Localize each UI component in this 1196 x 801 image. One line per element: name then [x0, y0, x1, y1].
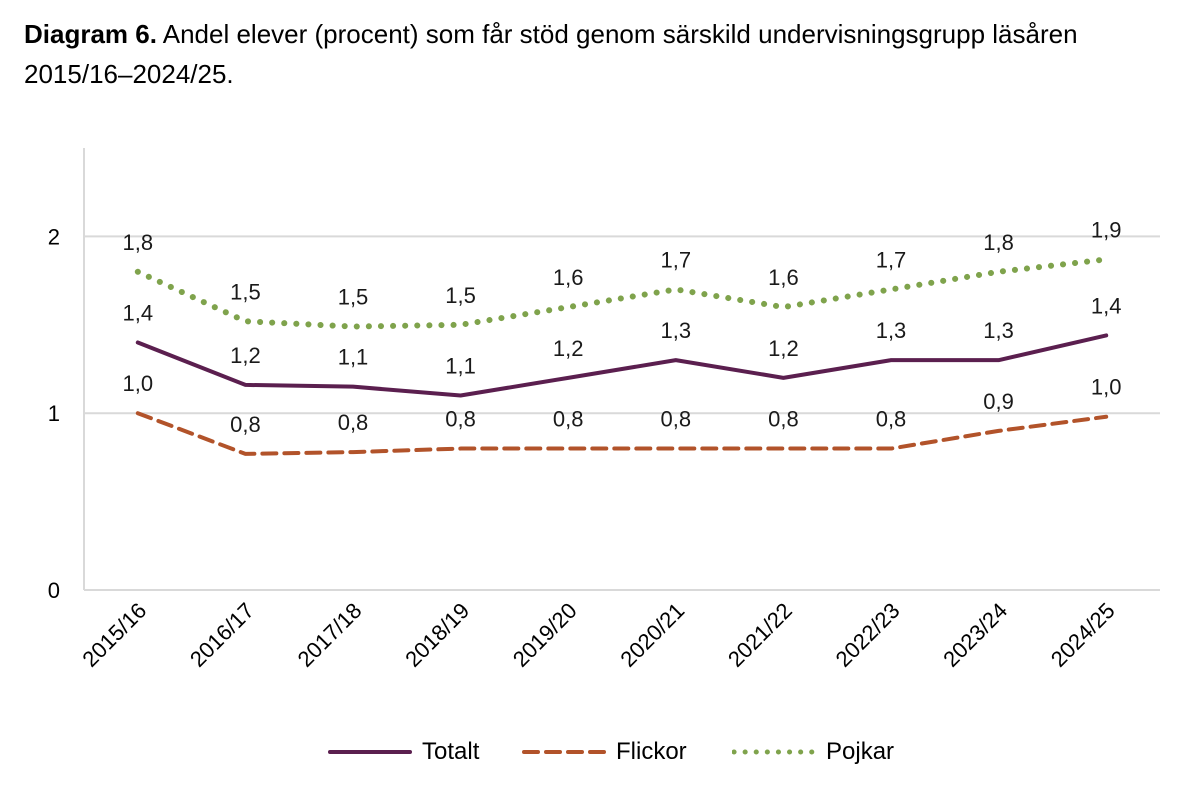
data-label-totalt: 1,1: [338, 345, 369, 370]
data-label-pojkar: 1,5: [230, 279, 261, 304]
data-label-pojkar: 1,9: [1091, 217, 1122, 242]
x-tick-label: 2022/23: [831, 598, 905, 672]
series-lines: [134, 256, 1110, 456]
x-tick-label: 2020/21: [615, 598, 689, 672]
data-label-flickor: 0,8: [338, 410, 369, 435]
data-label-flickor: 0,8: [553, 407, 584, 432]
x-tick-label: 2019/20: [508, 598, 582, 672]
legend: Totalt Flickor Pojkar: [0, 728, 1196, 776]
x-tick-label: 2024/25: [1046, 598, 1120, 672]
chart-title-number: Diagram 6.: [24, 19, 157, 49]
data-label-flickor: 0,9: [983, 389, 1014, 414]
series-line-totalt: [135, 333, 1109, 398]
data-label-pojkar: 1,6: [553, 265, 584, 290]
data-label-pojkar: 1,6: [768, 265, 799, 290]
data-label-totalt: 1,3: [876, 318, 907, 343]
legend-label-pojkar: Pojkar: [826, 738, 895, 765]
series-line-flickor: [135, 411, 1109, 456]
legend-swatch-pojkar: [732, 749, 816, 755]
data-label-flickor: 1,0: [1091, 375, 1122, 400]
data-label-totalt: 1,2: [768, 336, 799, 361]
data-labels: 1,4 1,2 1,1 1,1 1,2 1,3 1,2 1,3 1,3 1,4 1,0 0,8 0,8 0…: [123, 217, 1122, 436]
gridlines: [84, 235, 1160, 415]
y-tick-label: 0: [48, 578, 60, 603]
x-tick-label: 2023/24: [938, 598, 1012, 672]
data-label-pojkar: 1,5: [338, 285, 369, 310]
x-tick-label: 2016/17: [185, 598, 259, 672]
legend-swatch-flickor: [522, 750, 606, 754]
data-label-pojkar: 1,8: [123, 230, 154, 255]
chart-title-text: Andel elever (procent) som får stöd geno…: [24, 19, 1078, 89]
data-label-totalt: 1,4: [1091, 293, 1122, 318]
data-label-pojkar: 1,7: [876, 247, 907, 272]
data-label-totalt: 1,2: [230, 343, 261, 368]
legend-item-totalt: Totalt: [328, 728, 479, 776]
data-label-totalt: 1,3: [661, 318, 692, 343]
data-label-flickor: 1,0: [123, 371, 154, 396]
data-label-totalt: 1,3: [983, 318, 1014, 343]
data-label-flickor: 0,8: [768, 407, 799, 432]
data-label-pojkar: 1,7: [661, 247, 692, 272]
legend-item-pojkar: Pojkar: [732, 728, 894, 776]
data-label-totalt: 1,1: [445, 354, 476, 379]
line-chart: 0 1 2 2015/16 2016/17 2017/18 2018/19 2019/20 20…: [48, 148, 1160, 672]
x-tick-label: 2021/22: [723, 598, 797, 672]
data-label-flickor: 0,8: [230, 412, 261, 437]
y-tick-label: 2: [48, 224, 60, 249]
chart-title: Diagram 6. Andel elever (procent) som få…: [24, 14, 1174, 94]
data-label-pojkar: 1,5: [445, 283, 476, 308]
x-tick-label: 2018/19: [400, 598, 474, 672]
data-label-flickor: 0,8: [445, 407, 476, 432]
data-label-pojkar: 1,8: [983, 230, 1014, 255]
legend-swatch-totalt: [328, 750, 412, 754]
data-label-flickor: 0,8: [661, 407, 692, 432]
data-label-totalt: 1,4: [123, 300, 154, 325]
y-tick-label: 1: [48, 401, 60, 426]
series-line-pojkar: [134, 256, 1110, 330]
data-label-totalt: 1,2: [553, 336, 584, 361]
legend-label-totalt: Totalt: [422, 738, 480, 765]
x-tick-label: 2017/18: [293, 598, 367, 672]
data-label-flickor: 0,8: [876, 407, 907, 432]
legend-label-flickor: Flickor: [616, 738, 687, 765]
x-tick-label: 2015/16: [77, 598, 151, 672]
legend-item-flickor: Flickor: [522, 728, 687, 776]
